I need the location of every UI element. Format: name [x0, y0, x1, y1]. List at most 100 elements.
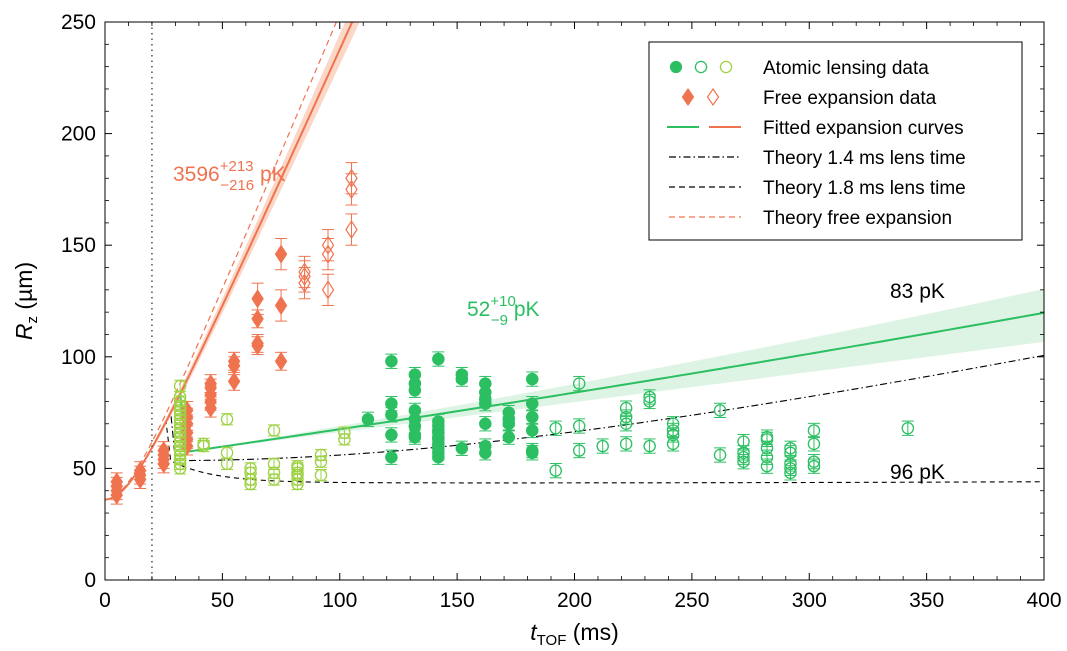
atomic-lensing-point	[385, 450, 398, 464]
y-axis-label-sub: z	[24, 316, 41, 324]
free-expansion-point	[204, 373, 217, 394]
atomic-lensing-point	[525, 444, 539, 457]
free-expansion-point	[345, 179, 358, 200]
atomic-lensing-point	[549, 464, 562, 477]
atomic-lensing-point	[619, 401, 633, 415]
atomic-lensing-point	[737, 435, 750, 448]
legend-item-atomic: Atomic lensing data	[669, 58, 929, 79]
free-expansion-point	[345, 168, 358, 188]
y-tick-label: 250	[61, 11, 96, 34]
legend-item-thfree: Theory free expansion	[669, 208, 952, 229]
atomic-lensing-point	[525, 424, 539, 437]
lens-temperature-label-sup: +10	[490, 293, 515, 310]
y-tick-label: 50	[73, 457, 96, 480]
atomic-lensing-point	[197, 437, 210, 451]
atomic-lensing-point	[525, 372, 539, 386]
free-expansion-point	[321, 235, 335, 255]
x-tick-label: 400	[1026, 589, 1061, 612]
free-expansion-point	[321, 280, 335, 300]
x-tick-label: 200	[557, 589, 592, 612]
free-expansion-point	[251, 333, 264, 354]
atomic-lensing-point	[596, 439, 609, 453]
y-tick-label: 200	[61, 123, 96, 146]
atomic-lensing-point	[572, 419, 586, 433]
legend-label: Atomic lensing data	[763, 58, 929, 79]
free-expansion-point	[298, 262, 311, 282]
free-expansion-point	[133, 461, 147, 481]
atomic-lensing-point	[267, 457, 281, 471]
atomic-lensing-point	[385, 397, 398, 410]
series-diamond-filled	[110, 238, 288, 505]
legend-item-th14: Theory 1.4 ms lens time	[669, 148, 966, 169]
legend-box	[648, 41, 1023, 241]
y-tick-label: 100	[61, 346, 96, 369]
lens-fit-confidence-band	[180, 288, 1044, 452]
atomic-lensing-point	[220, 446, 234, 460]
free-expansion-point	[227, 351, 241, 371]
y-axis-label-main: R	[11, 324, 37, 341]
y-tick-label: 0	[84, 569, 96, 592]
free-temperature-label: 3596+213 −216 pK	[173, 158, 286, 194]
atomic-lensing-point	[432, 352, 445, 366]
x-tick-label: 250	[674, 589, 709, 612]
atomic-lensing-point	[408, 368, 422, 381]
atomic-lensing-point	[807, 455, 821, 468]
series-circle-open-light	[173, 379, 351, 491]
atomic-lensing-point	[267, 424, 281, 437]
atomic-lensing-point	[807, 424, 821, 437]
atomic-lensing-point	[220, 413, 234, 426]
legend-open-diamond-icon	[706, 87, 720, 107]
free-temperature-label-sup: +213	[220, 158, 254, 175]
theory-83pk-label: 83 pK	[890, 280, 945, 303]
legend-filled-circle-icon	[669, 60, 683, 74]
free-temperature-label-sub: −216	[220, 177, 254, 194]
atomic-lensing-point	[784, 442, 797, 455]
x-tick-label: 350	[909, 589, 944, 612]
atomic-lensing-point	[572, 377, 586, 390]
theory-96pk-label: 96 pK	[890, 461, 945, 484]
legend-label: Fitted expansion curves	[763, 118, 964, 139]
atomic-lensing-point	[338, 426, 351, 439]
atomic-lensing-point	[479, 417, 492, 431]
lens-fit-line	[179, 311, 1044, 453]
atomic-lensing-point	[525, 397, 539, 410]
atomic-lensing-point	[713, 404, 727, 417]
atomic-lensing-point	[502, 406, 516, 419]
legend-label: Free expansion data	[763, 88, 937, 109]
free-expansion-point	[321, 244, 335, 264]
x-tick-label: 0	[99, 589, 111, 612]
x-axis-label-main: t	[530, 619, 538, 645]
free-expansion-point	[274, 351, 288, 371]
x-tick-label: 100	[322, 589, 357, 612]
atomic-lensing-point	[619, 437, 633, 451]
atomic-lensing-point	[643, 390, 656, 404]
atomic-lensing-point	[314, 468, 328, 482]
free-fit-line	[105, 22, 354, 501]
x-axis-label-sub: TOF	[537, 632, 567, 649]
atomic-lensing-point	[525, 410, 539, 424]
free-temperature-label-base: 3596	[173, 163, 220, 186]
legend-filled-diamond-icon	[681, 87, 695, 107]
atomic-lensing-point	[173, 379, 187, 393]
free-expansion-point	[110, 472, 123, 492]
lens-temperature-label-unit: pK	[508, 298, 540, 321]
atomic-lensing-point	[455, 442, 469, 455]
x-tick-label: 300	[792, 589, 827, 612]
free-expansion-point	[227, 371, 241, 391]
legend-label: Theory 1.4 ms lens time	[763, 148, 966, 169]
atomic-lensing-point	[643, 439, 656, 453]
y-tick-label: 150	[61, 234, 96, 257]
atomic-lensing-point	[807, 437, 821, 451]
atomic-lensing-point	[385, 355, 398, 368]
theory-1.8ms-line	[105, 419, 1044, 501]
legend-label: Theory 1.8 ms lens time	[763, 178, 966, 199]
atomic-lensing-point	[479, 439, 492, 453]
x-tick-label: 50	[211, 589, 234, 612]
atomic-lensing-point	[502, 430, 516, 444]
atomic-lensing-point	[361, 413, 375, 426]
y-axis-label: Rz (µm)	[11, 262, 41, 340]
legend-open-circle-icon	[694, 60, 708, 74]
x-axis-label: tTOF (ms)	[530, 619, 619, 649]
atomic-lensing-point	[549, 421, 562, 435]
atomic-lensing-point	[314, 448, 328, 462]
